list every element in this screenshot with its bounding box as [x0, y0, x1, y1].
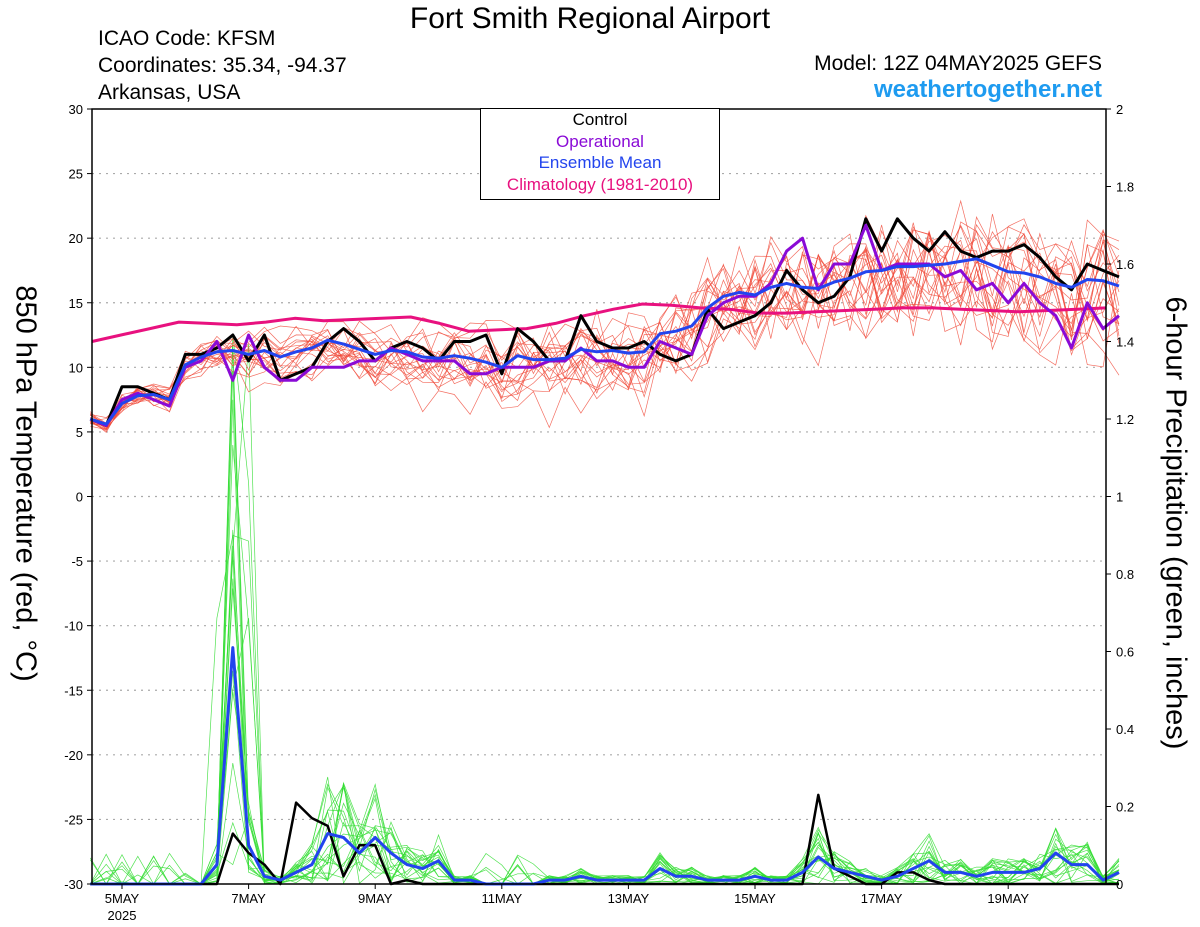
x-tick-label: 19MAY: [987, 891, 1029, 906]
operational-temp-line: [89, 223, 1120, 427]
right-tick-label: 2: [1116, 102, 1123, 117]
temp-member-line: [90, 247, 1120, 424]
left-tick-label: -15: [64, 683, 83, 698]
left-tick-label: 10: [69, 360, 83, 375]
precip-member-line: [90, 529, 1120, 885]
legend-operational: Operational: [556, 131, 644, 151]
chart-title: Fort Smith Regional Airport: [409, 2, 771, 35]
left-tick-label: 20: [69, 231, 83, 246]
left-tick-label: 25: [69, 167, 83, 182]
left-tick-label: 5: [76, 425, 83, 440]
left-tick-label: -5: [71, 554, 83, 569]
legend-climatology: Climatology (1981-2010): [506, 174, 694, 194]
x-tick-label: 7MAY: [231, 891, 266, 906]
right-tick-label: 1: [1116, 490, 1123, 505]
temp-member-line: [90, 237, 1120, 426]
left-tick-label: -25: [64, 812, 83, 827]
x-tick-label: 11MAY: [481, 891, 522, 906]
icao-code: ICAO Code: KFSM: [98, 27, 276, 50]
right-tick-label: 1.8: [1116, 180, 1134, 195]
left-tick-label: 30: [69, 102, 83, 117]
temp-member-line: [90, 267, 1120, 429]
temp-member-line: [90, 199, 1120, 424]
left-tick-label: 15: [69, 296, 83, 311]
coordinates: Coordinates: 35.34, -94.37: [98, 54, 347, 77]
right-tick-label: 1.2: [1116, 412, 1134, 427]
right-tick-label: 0.8: [1116, 567, 1134, 582]
control-temp-line: [89, 217, 1120, 427]
left-tick-label: -30: [64, 877, 83, 892]
model-run: Model: 12Z 04MAY2025 GEFS: [814, 52, 1102, 75]
axis-ticks: 302520151050-5-10-15-20-25-3021.81.61.41…: [64, 102, 1134, 923]
right-tick-label: 0: [1116, 877, 1123, 892]
right-tick-label: 0.2: [1116, 800, 1134, 815]
precip-member-line: [90, 556, 1120, 885]
left-tick-label: -10: [64, 619, 83, 634]
x-tick-label: 17MAY: [861, 891, 903, 906]
right-tick-label: 1.6: [1116, 257, 1134, 272]
right-tick-label: 0.4: [1116, 722, 1134, 737]
legend: Control Operational Ensemble Mean Climat…: [480, 108, 720, 200]
right-tick-label: 1.4: [1116, 335, 1134, 350]
x-tick-label: 13MAY: [608, 891, 650, 906]
climatology-1981-2010-temp-line: [91, 302, 1107, 343]
x-tick-label: 5MAY: [105, 891, 140, 906]
temp-member-line: [90, 218, 1120, 428]
site-link[interactable]: weathertogether.net: [873, 76, 1102, 103]
ensemble-mean-precip-line: [90, 646, 1120, 886]
x-year-label: 2025: [108, 908, 137, 923]
ensemble-mean-temp-line: [89, 257, 1120, 426]
left-tick-label: 0: [76, 490, 83, 505]
x-tick-label: 15MAY: [734, 891, 776, 906]
x-tick-label: 9MAY: [358, 891, 393, 906]
region: Arkansas, USA: [98, 81, 241, 104]
series-lines: [89, 217, 1120, 886]
right-tick-label: 0.6: [1116, 645, 1134, 660]
legend-ensemble-mean: Ensemble Mean: [538, 153, 662, 172]
left-tick-label: -20: [64, 748, 83, 763]
legend-control: Control: [572, 110, 628, 129]
